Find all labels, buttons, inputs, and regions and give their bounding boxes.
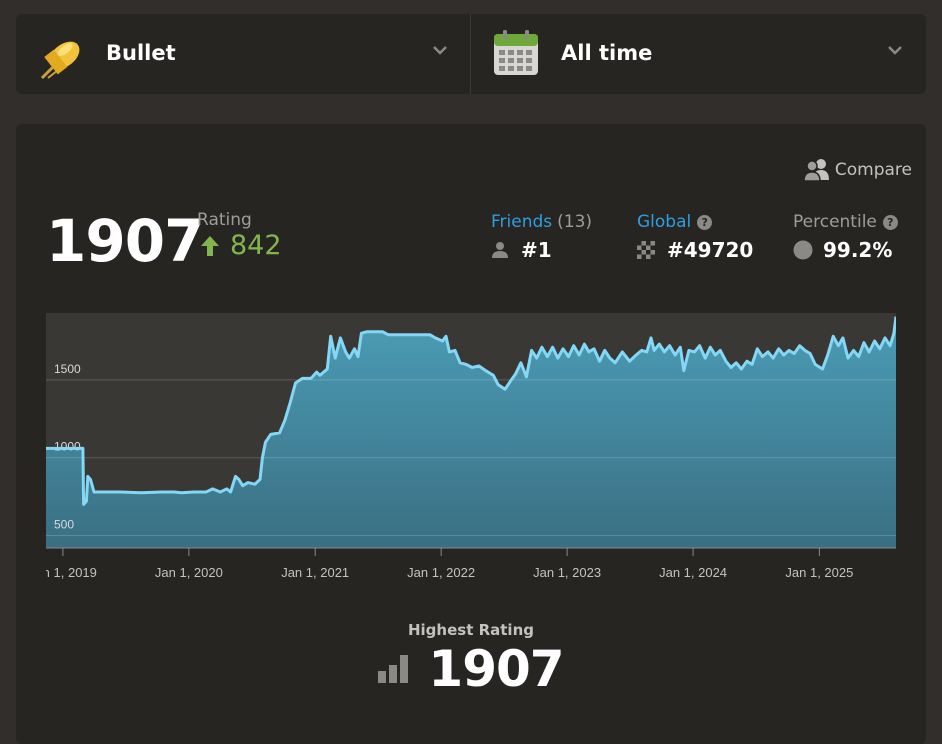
friends-rank: #1 — [521, 238, 552, 262]
time-range-selector[interactable]: All time — [471, 14, 926, 94]
rating-change: 842 — [200, 230, 282, 261]
x-tick-label: Jan 1, 2023 — [533, 565, 601, 580]
current-rating: 1907 — [46, 207, 204, 275]
filter-bar: Bullet All time — [16, 14, 926, 94]
chevron-down-icon — [888, 46, 902, 55]
percentile-value: 99.2% — [823, 238, 893, 262]
percentile-stat: Percentile ? 99.2% — [793, 212, 898, 262]
x-tick-label: Jan 1, 2022 — [407, 565, 475, 580]
highest-rating-value: 1907 — [428, 640, 564, 698]
rating-line — [46, 316, 898, 506]
x-tick-label: Jan 1, 2024 — [659, 565, 727, 580]
users-icon — [803, 159, 829, 182]
chevron-down-icon — [433, 46, 447, 55]
x-tick-label: Jan 1, 2021 — [281, 565, 349, 580]
person-icon — [492, 242, 508, 258]
compare-button[interactable]: Compare — [803, 158, 912, 182]
highest-rating-label: Highest Rating — [407, 621, 534, 639]
calendar-icon — [494, 30, 538, 75]
game-type-label: Bullet — [106, 41, 176, 65]
rating-area — [46, 316, 896, 548]
x-tick-label: Jan 1, 2020 — [155, 565, 223, 580]
y-tick-label: 1500 — [54, 362, 81, 376]
friends-stat: Friends (13) #1 — [491, 212, 592, 262]
rating-chart-svg: 1500 1000 500 Jan 1, 2019 Jan 1, 2020 Jan 1, … — [29, 313, 898, 580]
friends-link[interactable]: Friends — [491, 212, 553, 232]
arrow-up-icon — [201, 235, 219, 256]
rating-change-value: 842 — [230, 230, 282, 261]
percentile-label: Percentile — [793, 212, 877, 232]
global-stat: Global ? #49720 — [637, 212, 753, 262]
y-tick-label: 500 — [54, 518, 74, 532]
chessboard-icon — [637, 241, 655, 259]
friends-count: (13) — [557, 212, 593, 232]
help-icon[interactable]: ? — [882, 214, 898, 230]
bullet-icon — [40, 41, 80, 80]
y-tick-label: 1000 — [54, 440, 81, 454]
global-link[interactable]: Global — [637, 212, 692, 232]
pie-icon — [793, 240, 813, 260]
rating-label: Rating — [197, 210, 252, 230]
time-range-label: All time — [561, 41, 653, 65]
x-tick-label: Jan 1, 2019 — [46, 565, 97, 580]
help-icon[interactable]: ? — [697, 214, 713, 230]
highest-rating: 1907 — [0, 640, 942, 698]
bar-chart-icon — [378, 655, 409, 683]
game-type-selector[interactable]: Bullet — [16, 14, 471, 94]
x-tick-label: Jan 1, 2025 — [785, 565, 853, 580]
global-rank: #49720 — [667, 238, 754, 262]
rating-chart[interactable]: 1500 1000 500 Jan 1, 2019 Jan 1, 2020 Jan 1, … — [29, 313, 898, 592]
compare-label: Compare — [834, 160, 912, 180]
